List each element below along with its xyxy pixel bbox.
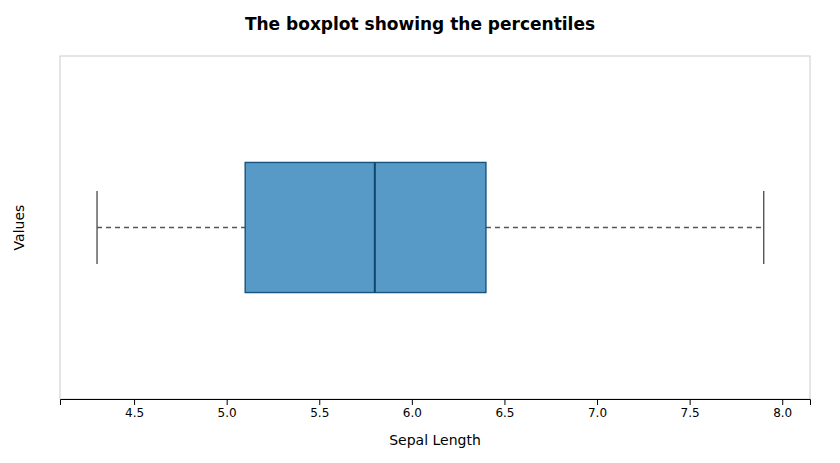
x-tick: 8.0 (773, 399, 792, 420)
y-axis-title: Values (11, 205, 27, 251)
x-tick: 4.5 (125, 399, 144, 420)
x-tick-mark (319, 399, 320, 405)
median (374, 162, 376, 292)
x-tick: 6.5 (495, 399, 514, 420)
x-tick-label: 4.5 (125, 406, 144, 420)
x-axis-line (61, 400, 811, 406)
x-tick-mark (134, 399, 135, 405)
x-tick-label: 7.0 (588, 406, 607, 420)
box (245, 162, 486, 292)
x-tick-label: 6.5 (495, 406, 514, 420)
plot: 4.5 5.0 5.5 6.0 6.5 7.0 7.5 8.0 (60, 56, 811, 420)
x-axis: 4.5 5.0 5.5 6.0 6.5 7.0 7.5 8.0 (61, 399, 811, 420)
x-tick-label: 5.5 (310, 406, 329, 420)
x-tick: 5.5 (310, 399, 329, 420)
chart: 4.5 5.0 5.5 6.0 6.5 7.0 7.5 8.0 The boxplot show… (0, 0, 840, 463)
x-tick-mark (227, 399, 228, 405)
x-tick: 6.0 (403, 399, 422, 420)
plot-frame (60, 56, 810, 399)
x-tick-label: 7.5 (681, 406, 700, 420)
x-tick-label: 6.0 (403, 406, 422, 420)
x-tick-mark (782, 399, 783, 405)
whisker-low (97, 227, 245, 228)
x-tick: 7.5 (681, 399, 700, 420)
x-axis-title: Sepal Length (389, 432, 481, 448)
x-tick: 5.0 (218, 399, 237, 420)
x-tick-mark (504, 399, 505, 405)
box-plot (97, 162, 764, 292)
cap-low (96, 191, 97, 264)
x-tick-mark (690, 399, 691, 405)
x-tick-label: 5.0 (218, 406, 237, 420)
x-tick-mark (597, 399, 598, 405)
x-tick-mark (412, 399, 413, 405)
whisker-high (486, 227, 764, 228)
x-tick: 7.0 (588, 399, 607, 420)
x-tick-label: 8.0 (773, 406, 792, 420)
title: The boxplot showing the percentiles (245, 14, 595, 34)
cap-high (763, 191, 764, 264)
